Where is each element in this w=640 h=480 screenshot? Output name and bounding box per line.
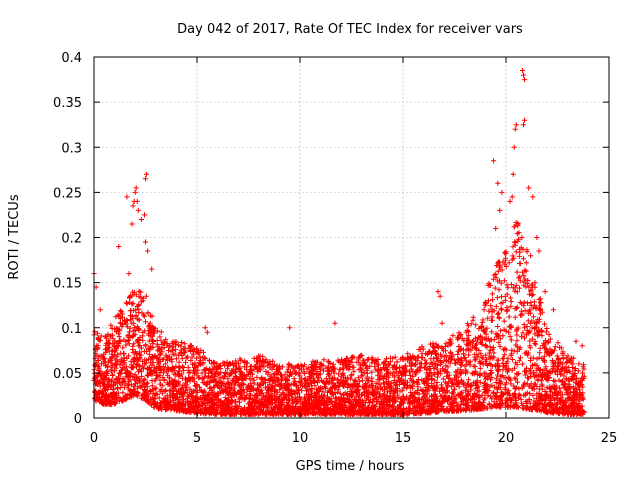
x-tick-label: 0 [90,431,98,446]
scatter-points [91,67,587,417]
tick-labels: 0 5 10 15 20 25 0 0.05 0.1 0.15 0.2 0.25 0.3 0.35 0.4 [53,51,617,446]
x-axis-label: GPS time / hours [296,459,405,474]
y-tick-label: 0.4 [61,51,82,66]
y-tick-label: 0.15 [53,277,82,292]
y-tick-label: 0.05 [53,367,82,382]
axis-ticks [93,56,610,419]
y-tick-label: 0.1 [61,322,82,337]
data-points [91,67,587,417]
x-tick-label: 15 [395,431,412,446]
y-axis-label: ROTI / TECUs [7,194,22,279]
x-tick-label: 10 [292,431,309,446]
x-tick-label: 20 [498,431,515,446]
y-tick-label: 0 [74,412,82,427]
y-tick-label: 0.3 [61,141,82,156]
x-tick-label: 25 [601,431,618,446]
y-tick-label: 0.25 [53,186,82,201]
chart-title: Day 042 of 2017, Rate Of TEC Index for r… [177,22,523,37]
x-tick-label: 5 [193,431,201,446]
y-tick-label: 0.2 [61,232,82,247]
y-tick-label: 0.35 [53,96,82,111]
